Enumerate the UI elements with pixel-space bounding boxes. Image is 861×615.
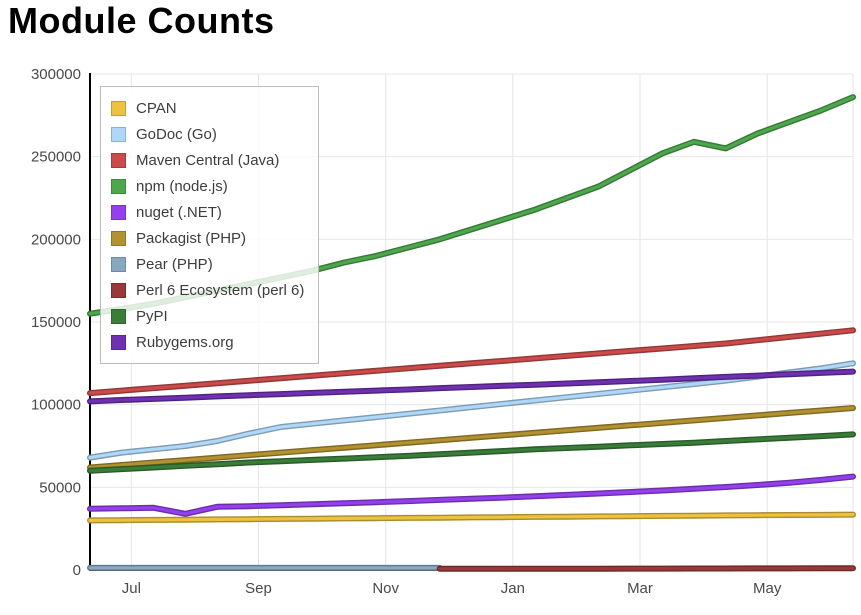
x-axis-tick-label: May: [753, 580, 782, 597]
chart-legend: CPAN GoDoc (Go) Maven Central (Java) npm (n…: [100, 86, 320, 364]
legend-item: npm (node.js): [111, 173, 304, 199]
legend-item: Rubygems.org: [111, 329, 304, 355]
legend-swatch: [111, 256, 126, 272]
y-axis-tick-label: 50000: [39, 479, 81, 496]
legend-swatch: [111, 178, 126, 194]
legend-label: Rubygems.org: [136, 333, 234, 351]
y-axis-tick-label: 200000: [31, 231, 81, 248]
legend-item: GoDoc (Go): [111, 121, 304, 147]
legend-item: Perl 6 Ecosystem (perl 6): [111, 277, 304, 303]
series-line: [88, 361, 855, 460]
legend-item: Pear (PHP): [111, 251, 304, 277]
legend-label: PyPI: [136, 307, 168, 325]
legend-item: PyPI: [111, 303, 304, 329]
series-line: [88, 513, 855, 522]
legend-item: Maven Central (Java): [111, 147, 304, 173]
legend-swatch: [111, 152, 126, 168]
series-line: [88, 370, 855, 403]
y-axis-tick-label: 250000: [31, 149, 81, 166]
y-axis-tick-label: 300000: [31, 66, 81, 83]
chart: 0 50000 100000 150000 200000 250000 300000 Jul S…: [0, 58, 861, 615]
y-axis-tick-label: 100000: [31, 397, 81, 414]
legend-label: npm (node.js): [136, 177, 228, 195]
series-line: [438, 566, 855, 571]
series-line: [88, 475, 855, 516]
legend-item: nuget (.NET): [111, 199, 304, 225]
x-axis-tick-label: Nov: [372, 580, 399, 597]
legend-label: GoDoc (Go): [136, 125, 217, 143]
chart-title: Module Counts: [8, 0, 275, 41]
x-axis-tick-label: Mar: [627, 580, 653, 597]
x-axis-tick-label: Jul: [122, 580, 141, 597]
legend-swatch: [111, 204, 126, 220]
legend-swatch: [111, 282, 126, 298]
series-line: [88, 432, 855, 473]
x-axis-tick-label: Sep: [245, 580, 272, 597]
legend-label: Perl 6 Ecosystem (perl 6): [136, 281, 305, 299]
legend-label: Packagist (PHP): [136, 229, 247, 247]
y-axis-tick-label: 0: [73, 562, 81, 579]
legend-swatch: [111, 334, 126, 350]
legend-label: nuget (.NET): [136, 203, 222, 221]
x-axis-tick-label: Jan: [501, 580, 525, 597]
legend-swatch: [111, 230, 126, 246]
legend-swatch: [111, 308, 126, 324]
legend-label: Pear (PHP): [136, 255, 213, 273]
y-axis-tick-label: 150000: [31, 314, 81, 331]
legend-item: CPAN: [111, 95, 304, 121]
series-line: [88, 406, 855, 470]
legend-swatch: [111, 100, 126, 116]
legend-item: Packagist (PHP): [111, 225, 304, 251]
legend-label: Maven Central (Java): [136, 151, 280, 169]
series-line: [88, 328, 855, 395]
legend-label: CPAN: [136, 99, 177, 117]
legend-swatch: [111, 126, 126, 142]
